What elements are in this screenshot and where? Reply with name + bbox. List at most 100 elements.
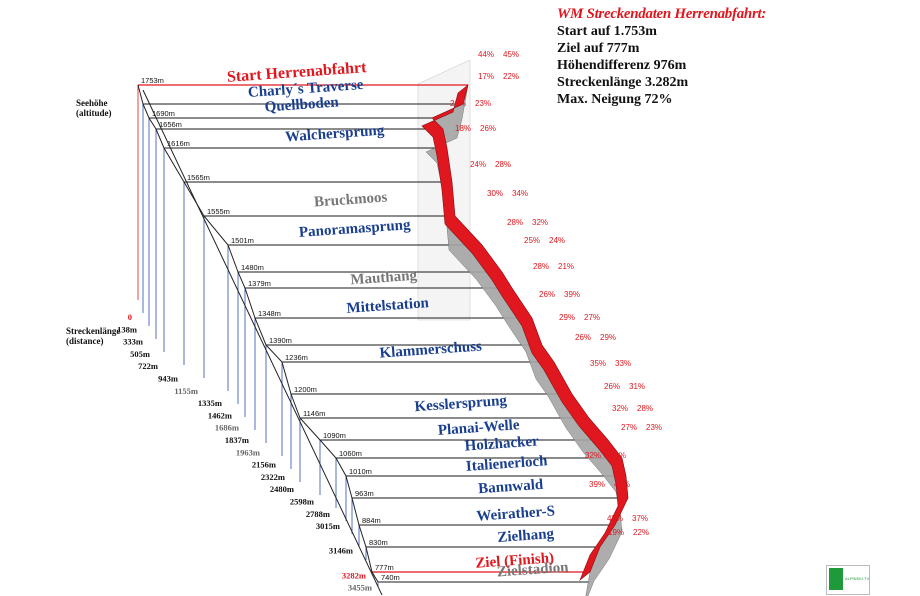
distance-tick-label: 2598m	[290, 497, 314, 507]
altitude-tick-label: 777m	[375, 563, 394, 572]
altitude-tick-label: 1010m	[349, 467, 372, 476]
course-info-panel: WM Streckendaten Herrenabfahrt: Start au…	[557, 6, 766, 108]
gradient-label: 26%	[480, 124, 496, 133]
gradient-label: 32%	[585, 451, 601, 460]
distance-tick-label: 0	[128, 312, 132, 322]
info-max-gradient: Max. Neigung 72%	[557, 92, 673, 107]
distance-tick-label: 1462m	[208, 410, 232, 420]
section-label: Holzhacker	[464, 433, 539, 454]
distance-tick-label: 505m	[130, 349, 150, 359]
distance-tick-label: 3015m	[316, 521, 340, 531]
section-label: Zielhang	[497, 526, 555, 546]
gradient-label: 30%	[487, 189, 503, 198]
distance-tick-label: 2322m	[261, 472, 285, 482]
altitude-tick-label: 1348m	[258, 309, 281, 318]
distance-tick-label: 2480m	[270, 484, 294, 494]
altitude-tick-label: 1060m	[339, 449, 362, 458]
altitude-tick-label: 963m	[355, 489, 374, 498]
gradient-label: 32%	[532, 218, 548, 227]
gradient-label: 39%	[564, 290, 580, 299]
gradient-label: 26%	[539, 290, 555, 299]
gradient-label: 25%	[524, 236, 540, 245]
altitude-caption: Seehöhe (altitude)	[76, 98, 112, 118]
gradient-label: 26%	[575, 333, 591, 342]
altitude-tick-label: 1090m	[323, 431, 346, 440]
distance-tick-label: 3455m	[348, 583, 372, 593]
gradient-label: 45%	[503, 50, 519, 59]
info-course-length: Streckenlänge 3.282m	[557, 75, 689, 90]
gradient-label: 23%	[646, 423, 662, 432]
altitude-tick-label: 1200m	[294, 385, 317, 394]
logo-wordmark: ALPINSKI.TV	[845, 576, 870, 581]
gradient-label: 24%	[549, 236, 565, 245]
altitude-tick-label: 1480m	[241, 263, 264, 272]
distance-caption-title: Streckenlänge	[66, 326, 121, 336]
gradient-label: 21%	[558, 262, 574, 271]
gradient-label: 39%	[589, 480, 605, 489]
distance-tick-label: 138m	[117, 324, 137, 334]
gradient-label: 33%	[615, 359, 631, 368]
gradient-label: 22%	[633, 528, 649, 537]
gradient-label: 22%	[503, 72, 519, 81]
section-label: Kesslersprung	[414, 393, 508, 415]
info-finish: Ziel auf 777m	[557, 41, 640, 56]
distance-tick-label: 2156m	[252, 460, 276, 470]
gradient-label: 29%	[559, 313, 575, 322]
altitude-tick-label: 1753m	[141, 76, 164, 85]
gradient-label: 24%	[470, 160, 486, 169]
section-label: Walchersprung	[285, 123, 386, 146]
altitude-caption-sub: (altitude)	[76, 108, 112, 118]
gradient-label: 27%	[584, 313, 600, 322]
gradient-label: 31%	[629, 382, 645, 391]
distance-tick-label: 3282m	[342, 570, 366, 580]
distance-tick-label: 2788m	[306, 509, 330, 519]
section-label: Klammerschuss	[379, 338, 483, 361]
gradient-label: 44%	[478, 50, 494, 59]
gradient-label: 26%	[604, 382, 620, 391]
gradient-label: 28%	[495, 160, 511, 169]
gradient-label: 28%	[533, 262, 549, 271]
altitude-tick-label: 1390m	[269, 336, 292, 345]
section-label: Zielstadion	[496, 559, 569, 580]
gradient-label: 29%	[600, 333, 616, 342]
altitude-tick-label: 1146m	[303, 409, 325, 418]
gradient-label: 17%	[478, 72, 494, 81]
distance-tick-label: 943m	[158, 374, 178, 384]
distance-tick-label: 3146m	[329, 546, 353, 556]
altitude-tick-label: 1555m	[207, 207, 230, 216]
section-label: Bannwald	[478, 477, 545, 498]
gradient-label: 37%	[632, 514, 648, 523]
section-label: Weirather-S	[476, 503, 556, 524]
distance-tick-label: 1686m	[215, 423, 239, 433]
section-label: Mittelstation	[346, 295, 430, 317]
altitude-axis-edge	[137, 84, 379, 583]
section-label: Bruckmoos	[314, 189, 388, 210]
altitude-tick-label: 1565m	[187, 173, 210, 182]
gradient-label: 23%	[475, 99, 491, 108]
altitude-tick-label: 1379m	[248, 279, 271, 288]
section-label: Quellboden	[264, 94, 340, 115]
altitude-tick-label: 884m	[362, 516, 381, 525]
gradient-label: 32%	[612, 404, 628, 413]
logo: ALPINSKI.TV	[826, 565, 870, 595]
logo-mark	[829, 568, 843, 590]
gradient-label: 19%	[608, 528, 624, 537]
distance-tick-label: 1335m	[198, 398, 222, 408]
course-info-title: WM Streckendaten Herrenabfahrt:	[557, 6, 767, 22]
gradient-label: 42%	[614, 480, 630, 489]
info-start: Start auf 1.753m	[557, 24, 657, 39]
section-label: Mauthang	[350, 268, 418, 289]
distance-tick-label: 333m	[123, 337, 143, 347]
profile-ribbon	[421, 84, 629, 581]
gradient-label: 28%	[637, 404, 653, 413]
gradient-label: 34%	[512, 189, 528, 198]
distance-axis-edge	[142, 89, 383, 596]
distance-caption-sub: (distance)	[66, 336, 104, 346]
gradient-label: 26%	[450, 99, 466, 108]
section-label: Panoramasprung	[298, 217, 411, 241]
altitude-caption-title: Seehöhe	[76, 98, 108, 108]
distance-tick-label: 1963m	[236, 447, 260, 457]
gradient-label: 27%	[621, 423, 637, 432]
altitude-tick-label: 1690m	[152, 109, 175, 118]
section-label: Ziel (Finish)	[475, 550, 555, 571]
